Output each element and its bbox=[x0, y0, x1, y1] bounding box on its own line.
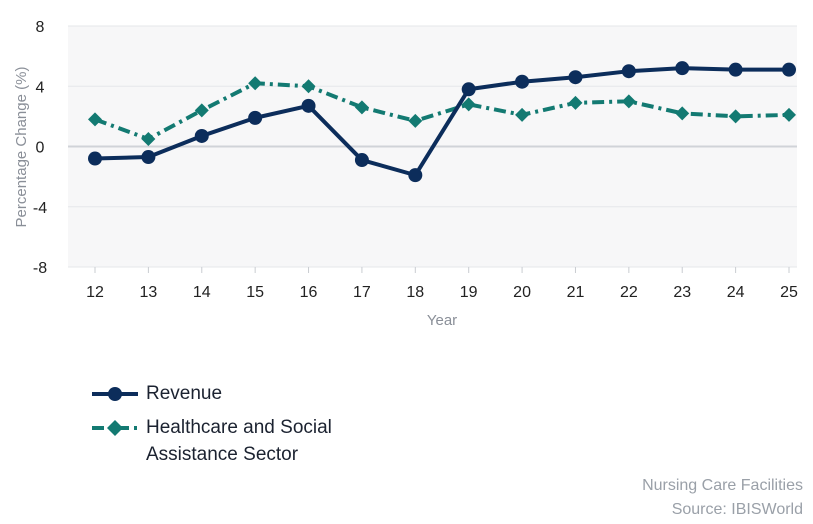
source-title: Nursing Care Facilities bbox=[642, 477, 803, 494]
legend-item-sector: Healthcare and Social Assistance Sector bbox=[92, 414, 386, 468]
data-point-sector bbox=[461, 97, 476, 112]
data-point-sector bbox=[515, 107, 530, 122]
data-point-revenue bbox=[194, 128, 209, 143]
legend-label-sector: Healthcare and Social Assistance Sector bbox=[146, 417, 332, 465]
x-tick-label: 16 bbox=[300, 284, 318, 301]
y-tick-label: -8 bbox=[33, 260, 47, 277]
source-note: Nursing Care Facilities Source: IBISWorl… bbox=[642, 474, 803, 522]
source-credit: Source: IBISWorld bbox=[671, 501, 803, 518]
x-tick-label: 17 bbox=[353, 284, 371, 301]
y-tick-labels: -8 -4 0 4 8 bbox=[33, 19, 47, 277]
x-axis-title: Year bbox=[427, 312, 457, 329]
legend: Revenue Healthcare and Social Assistance… bbox=[92, 380, 386, 474]
x-tick-label: 15 bbox=[246, 284, 264, 301]
legend-label-revenue: Revenue bbox=[146, 383, 223, 404]
y-tick-label: 8 bbox=[36, 19, 45, 36]
data-point-sector bbox=[354, 100, 369, 115]
data-point-sector bbox=[141, 131, 156, 146]
data-point-revenue bbox=[354, 153, 369, 168]
data-point-revenue bbox=[461, 82, 476, 97]
data-point-revenue bbox=[621, 64, 636, 79]
line-chart: -8 -4 0 4 8 12 13 14 15 16 17 18 19 20 21 22 23 24 25 Yea… bbox=[13, 19, 798, 329]
data-point-revenue bbox=[248, 110, 263, 125]
data-point-revenue bbox=[675, 61, 690, 76]
series-group bbox=[88, 61, 796, 183]
legend-item-revenue: Revenue bbox=[92, 380, 386, 408]
data-point-sector bbox=[782, 107, 796, 122]
data-point-sector bbox=[248, 76, 263, 91]
x-tick-label: 12 bbox=[86, 284, 104, 301]
data-point-sector bbox=[408, 113, 423, 128]
data-point-sector bbox=[621, 94, 636, 109]
y-tick-label: 0 bbox=[36, 140, 45, 157]
x-tick-label: 21 bbox=[567, 284, 585, 301]
data-point-revenue bbox=[88, 151, 102, 166]
data-point-revenue bbox=[728, 62, 743, 77]
x-tick-label: 24 bbox=[727, 284, 745, 301]
legend-swatch-sector bbox=[92, 420, 138, 436]
x-tick-label: 25 bbox=[780, 284, 798, 301]
data-point-sector bbox=[675, 106, 690, 121]
x-tick-label: 22 bbox=[620, 284, 638, 301]
x-tick-labels: 12 13 14 15 16 17 18 19 20 21 22 23 24 25 bbox=[86, 284, 798, 301]
series-line-1 bbox=[94, 81, 790, 141]
y-tick-label: -4 bbox=[33, 200, 47, 217]
x-tick-label: 14 bbox=[193, 284, 211, 301]
data-point-revenue bbox=[515, 74, 530, 89]
x-tick-label: 13 bbox=[139, 284, 157, 301]
data-point-revenue bbox=[568, 70, 583, 85]
x-tick-label: 23 bbox=[673, 284, 691, 301]
data-point-sector bbox=[88, 112, 102, 127]
y-axis-title: Percentage Change (%) bbox=[13, 67, 30, 228]
data-point-sector bbox=[301, 79, 316, 94]
data-point-revenue bbox=[141, 150, 156, 165]
series-line-0 bbox=[94, 66, 789, 178]
data-point-sector bbox=[568, 95, 583, 110]
data-point-revenue bbox=[408, 168, 423, 183]
x-tick-label: 19 bbox=[460, 284, 478, 301]
legend-swatch-revenue bbox=[92, 387, 138, 401]
data-point-revenue bbox=[301, 98, 316, 113]
x-tick-label: 20 bbox=[513, 284, 531, 301]
y-tick-label: 4 bbox=[36, 79, 45, 96]
data-point-revenue bbox=[782, 62, 796, 77]
data-point-sector bbox=[728, 109, 743, 124]
data-point-sector bbox=[194, 103, 209, 118]
x-tick-label: 18 bbox=[406, 284, 424, 301]
